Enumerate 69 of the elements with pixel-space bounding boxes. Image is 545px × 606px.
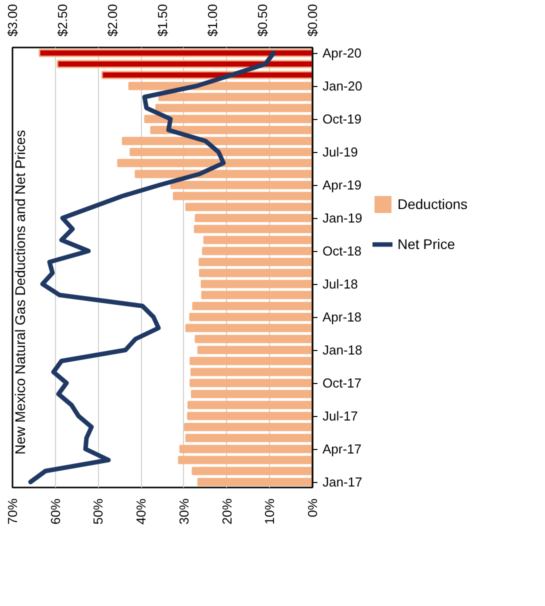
bar bbox=[122, 136, 312, 146]
x2-tick-label: $3.00 bbox=[5, 4, 20, 36]
bar bbox=[190, 356, 312, 366]
bar bbox=[185, 202, 312, 212]
y-tick-label: Oct-19 bbox=[322, 112, 362, 126]
bar bbox=[198, 258, 312, 266]
bar bbox=[194, 214, 312, 222]
bar bbox=[185, 324, 312, 332]
bar bbox=[144, 114, 312, 124]
x2-tick-label: $1.50 bbox=[155, 4, 170, 36]
bar bbox=[197, 478, 312, 486]
bar bbox=[117, 158, 312, 168]
x-tick-label: 60% bbox=[48, 498, 63, 525]
bar bbox=[190, 368, 312, 376]
bar bbox=[199, 268, 312, 278]
bar bbox=[203, 236, 312, 244]
bar bbox=[189, 312, 312, 322]
legend-label: Net Price bbox=[397, 236, 456, 252]
y-tick-label: Jan-20 bbox=[322, 78, 362, 94]
x-tick-label: 0% bbox=[305, 498, 320, 518]
x-tick-label: 20% bbox=[219, 498, 234, 525]
x2-tick-label: $1.00 bbox=[205, 4, 220, 36]
bar bbox=[158, 92, 312, 102]
bar bbox=[178, 456, 312, 464]
x-tick-label: 50% bbox=[90, 498, 106, 525]
x-tick-label: 10% bbox=[262, 498, 278, 525]
x2-tick-label: $2.00 bbox=[105, 4, 120, 36]
bar bbox=[194, 334, 312, 344]
x2-tick-label: $0.00 bbox=[305, 4, 320, 36]
y-tick-label: Apr-20 bbox=[322, 46, 362, 60]
bar bbox=[190, 378, 312, 388]
bar bbox=[155, 104, 312, 112]
bar bbox=[187, 412, 312, 420]
bar bbox=[200, 280, 312, 288]
bar bbox=[194, 224, 312, 234]
bar bbox=[150, 126, 312, 134]
y-tick-label: Oct-18 bbox=[322, 244, 362, 258]
bar bbox=[184, 422, 312, 432]
y-tick-label: Apr-19 bbox=[322, 178, 362, 192]
y-tick-label: Jul-19 bbox=[322, 144, 358, 160]
y-tick-label: Apr-17 bbox=[322, 442, 362, 456]
y-tick-label: Jan-19 bbox=[322, 210, 362, 226]
x2-tick-label: $0.50 bbox=[255, 4, 270, 36]
y-tick-label: Oct-17 bbox=[322, 376, 362, 390]
bar bbox=[190, 390, 312, 398]
bar bbox=[185, 434, 312, 442]
bar bbox=[56, 60, 312, 68]
bar bbox=[202, 246, 312, 256]
bar bbox=[192, 302, 312, 310]
x-tick-label: 40% bbox=[134, 498, 149, 525]
bar bbox=[172, 192, 312, 200]
y-tick-label: Jul-17 bbox=[322, 408, 358, 424]
y-tick-label: Jan-18 bbox=[322, 342, 362, 358]
y-tick-label: Jul-18 bbox=[322, 276, 358, 292]
bar bbox=[187, 400, 312, 410]
x-tick-label: 30% bbox=[176, 498, 192, 525]
bar bbox=[130, 148, 312, 156]
text: New Mexico Natural Gas Deductions and Net Prices bbox=[12, 130, 28, 454]
legend-label: Deductions bbox=[397, 196, 468, 212]
x2-tick-label: $2.50 bbox=[55, 4, 70, 36]
y-tick-label: Apr-18 bbox=[322, 310, 362, 324]
bar bbox=[179, 444, 312, 454]
bar bbox=[38, 48, 312, 58]
bar bbox=[197, 346, 312, 354]
bar bbox=[201, 290, 312, 300]
x-tick-label: 70% bbox=[5, 498, 20, 525]
bar bbox=[170, 180, 312, 190]
bar bbox=[192, 466, 312, 476]
y-tick-label: Jan-17 bbox=[322, 474, 362, 490]
